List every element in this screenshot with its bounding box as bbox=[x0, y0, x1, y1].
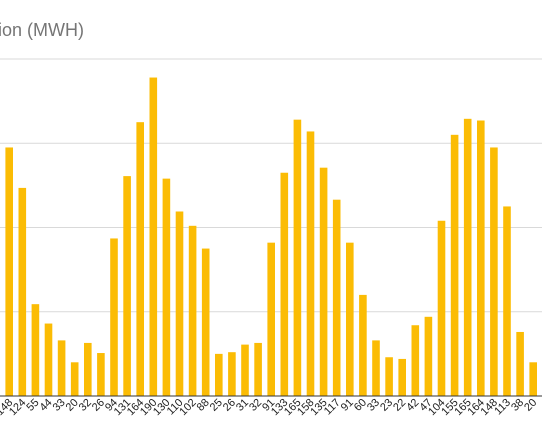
bar bbox=[188, 225, 197, 396]
bar bbox=[424, 316, 433, 396]
bar bbox=[162, 178, 171, 396]
bar bbox=[57, 340, 66, 396]
bar bbox=[372, 340, 380, 396]
bar bbox=[70, 362, 79, 396]
bar bbox=[332, 199, 341, 396]
bar bbox=[529, 362, 537, 396]
bar bbox=[31, 304, 40, 396]
bars bbox=[5, 77, 537, 396]
bar bbox=[241, 344, 249, 396]
bar bbox=[5, 147, 13, 396]
bar bbox=[319, 167, 328, 396]
bar bbox=[463, 118, 472, 396]
bar bbox=[450, 134, 459, 396]
bar bbox=[175, 211, 184, 396]
bar bbox=[516, 331, 524, 396]
bar bbox=[215, 353, 223, 396]
bar bbox=[280, 172, 289, 396]
chart-title: ion (MWH) bbox=[0, 20, 84, 40]
bar bbox=[44, 323, 53, 396]
bar bbox=[477, 120, 485, 396]
bar bbox=[18, 187, 27, 396]
x-tick-labels: 1481245544332032269413116419013011010288… bbox=[0, 397, 539, 418]
bar bbox=[306, 131, 315, 396]
bar bbox=[437, 220, 446, 396]
bar bbox=[149, 77, 158, 396]
bar bbox=[267, 242, 275, 396]
bar bbox=[490, 147, 498, 396]
bar bbox=[97, 353, 105, 396]
bar bbox=[110, 238, 118, 396]
bar bbox=[385, 357, 393, 396]
x-tick-label: 20 bbox=[522, 397, 539, 414]
bar bbox=[123, 176, 131, 396]
bar bbox=[346, 242, 354, 396]
bar bbox=[84, 342, 92, 396]
bar bbox=[359, 294, 367, 396]
bar bbox=[228, 352, 236, 396]
bar bbox=[136, 122, 144, 396]
bar bbox=[293, 119, 302, 396]
bar bbox=[503, 206, 511, 396]
bar bbox=[398, 358, 406, 396]
bar bbox=[254, 342, 262, 396]
bar bbox=[201, 248, 210, 396]
bar bbox=[411, 325, 420, 396]
